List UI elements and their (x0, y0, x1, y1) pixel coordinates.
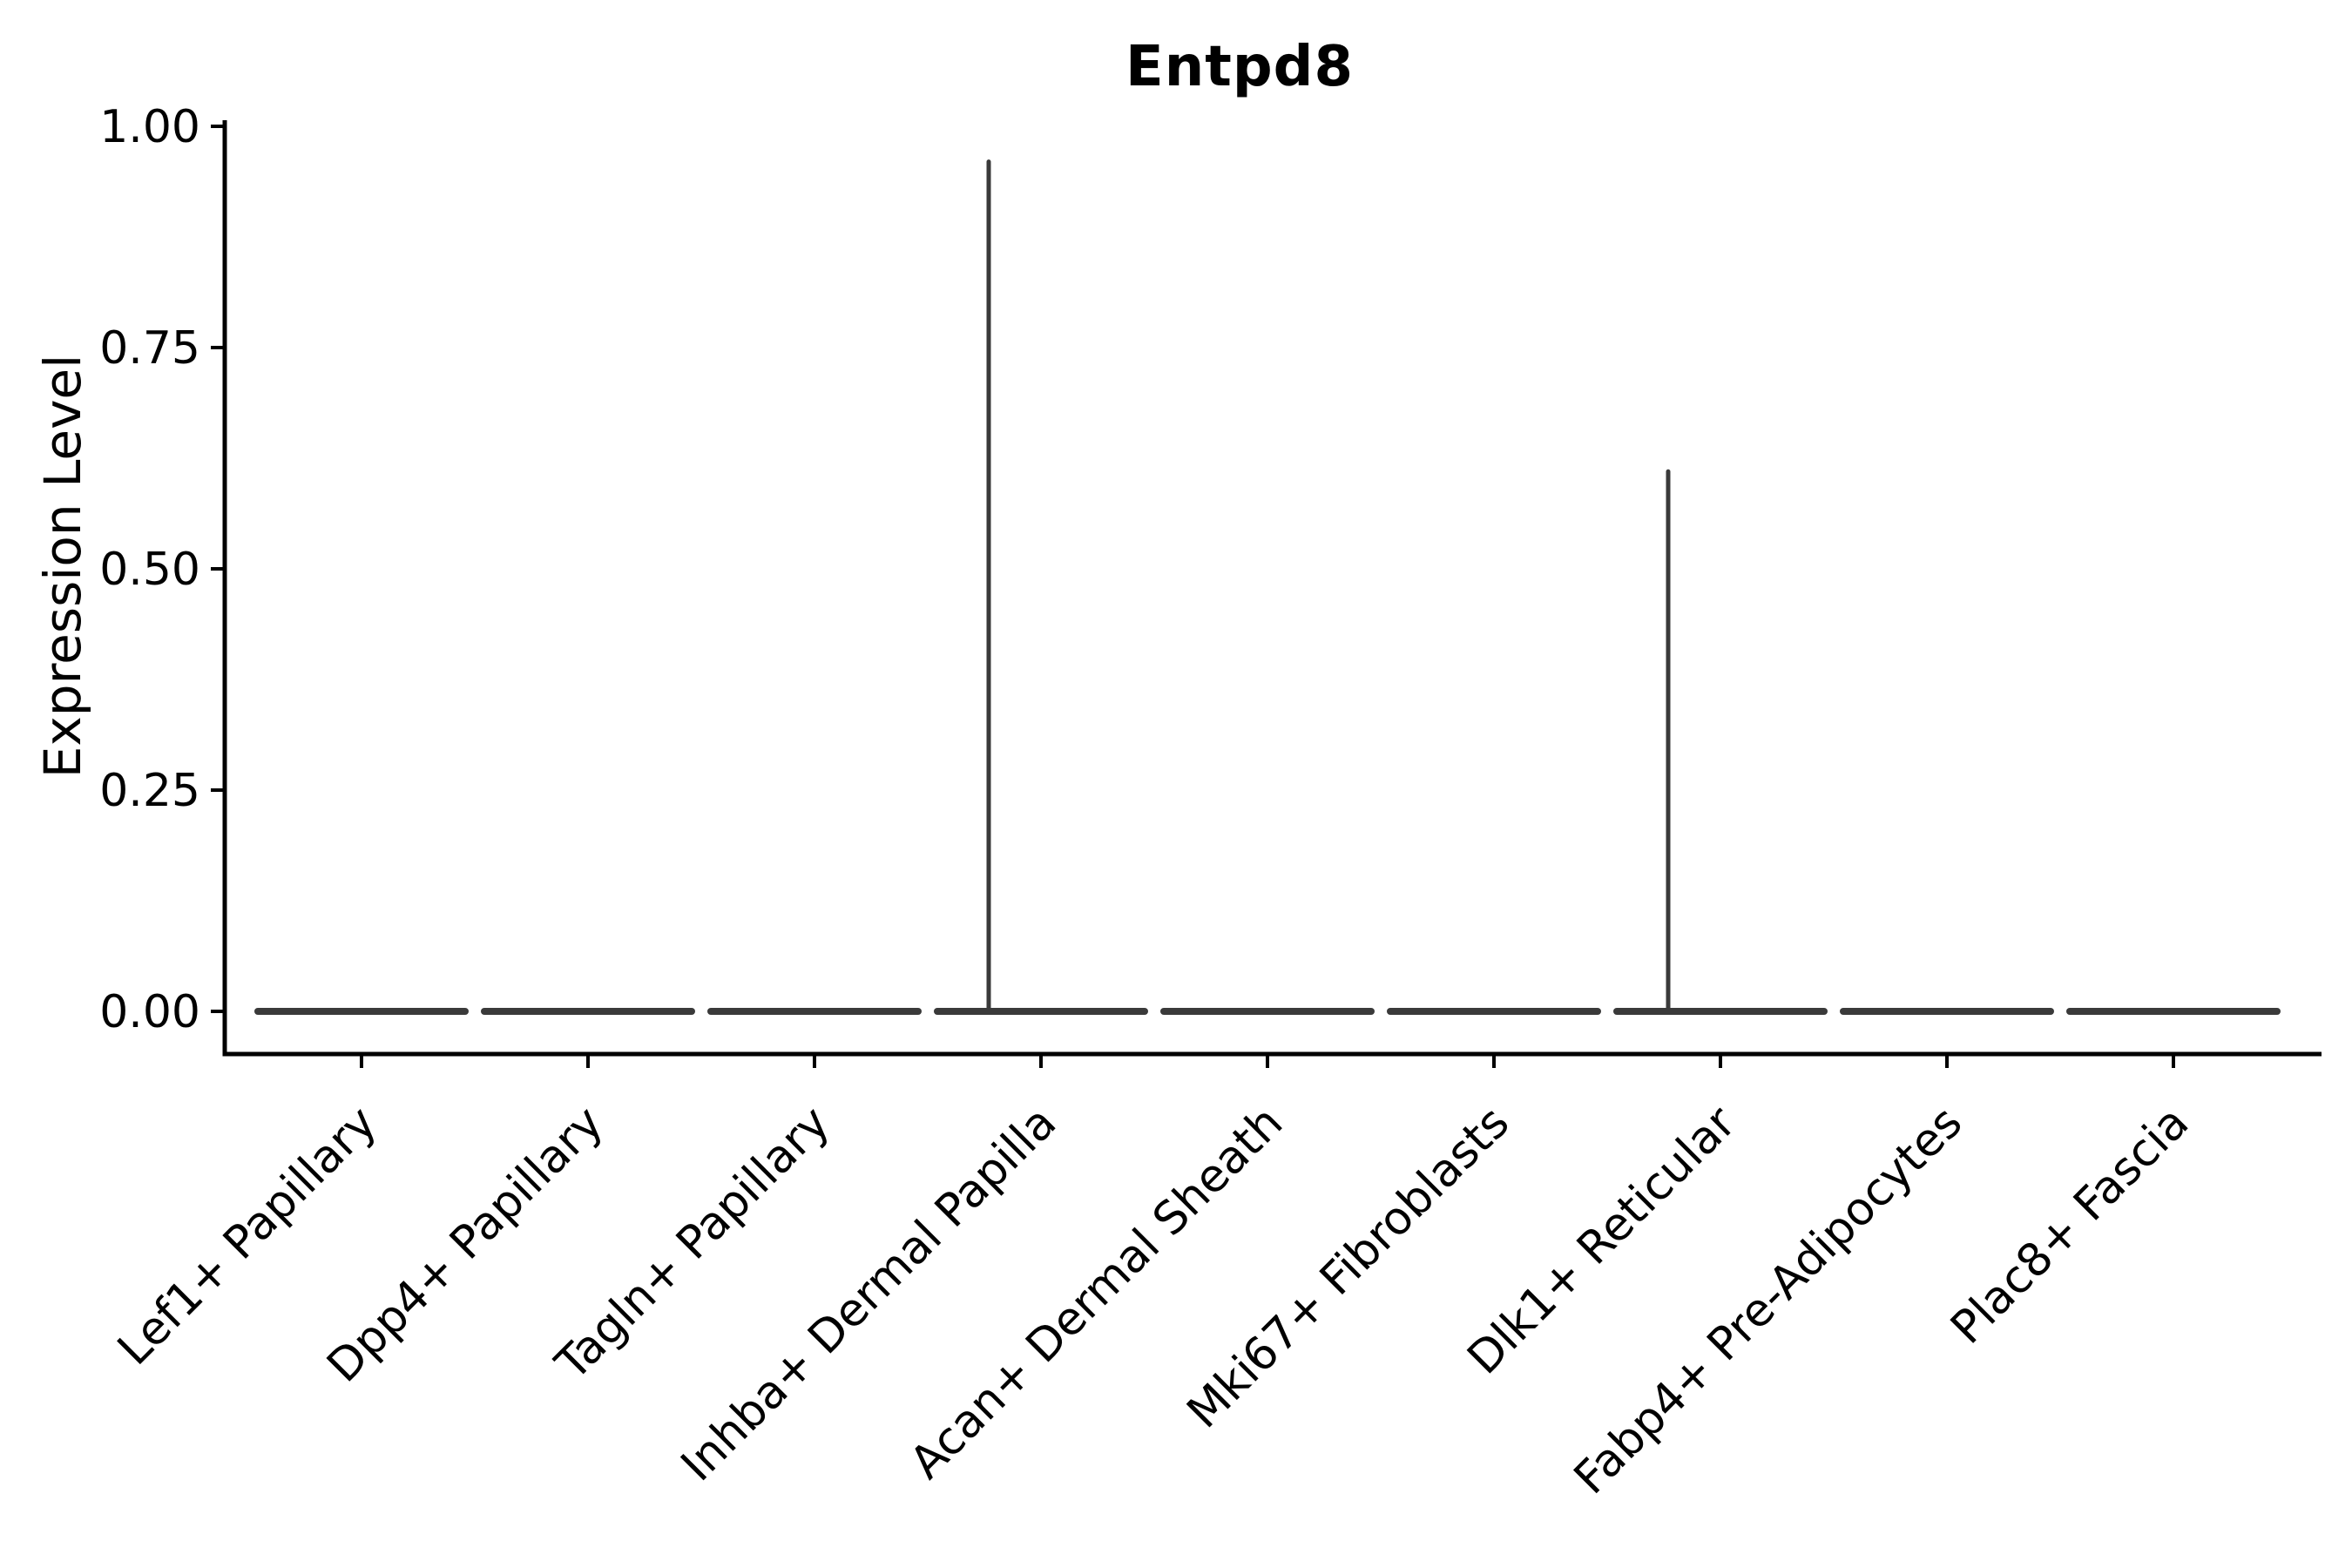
y-tick-label: 0.75 (99, 322, 200, 375)
y-tick-label: 1.00 (99, 101, 200, 153)
x-category-label: Inhba+ Dermal Papilla (672, 1097, 1066, 1491)
y-tick-label: 0.50 (99, 544, 200, 596)
x-category-label: Plac8+ Fascia (1941, 1097, 2199, 1355)
y-tick-label: 0.00 (99, 986, 200, 1038)
x-category-label: Acan+ Dermal Sheath (901, 1097, 1294, 1490)
y-tick-label: 0.25 (99, 765, 200, 817)
plot-title: Entpd8 (1125, 35, 1355, 99)
x-category-label: Fabp4+ Pre-Adipocytes (1565, 1097, 1972, 1504)
